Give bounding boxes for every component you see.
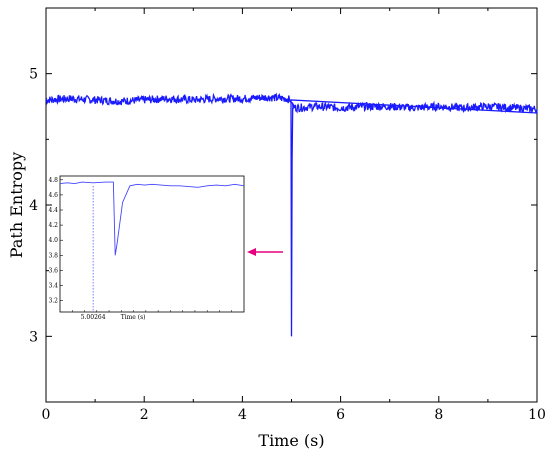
inset-series-line	[59, 181, 245, 256]
series-line	[45, 92, 538, 337]
y-tick-label: 5	[29, 67, 38, 83]
y-tick-label: 4	[29, 198, 38, 214]
inset-y-tick-label: 4.0	[48, 237, 58, 244]
inset-y-tick-label: 3.6	[48, 267, 58, 274]
inset-y-tick-label: 4.8	[48, 177, 58, 184]
x-tick-label: 8	[434, 407, 443, 423]
inset-background	[52, 172, 248, 328]
x-tick-label: 2	[140, 407, 149, 423]
inset-y-tick-label: 3.4	[48, 283, 58, 290]
x-tick-label: 6	[336, 407, 345, 423]
x-axis-title: Time (s)	[258, 431, 324, 450]
inset-x-axis-title: Time (s)	[121, 314, 146, 321]
x-tick-label: 0	[42, 407, 51, 423]
x-tick-label: 10	[528, 407, 546, 423]
inset-y-tick-label: 4.4	[48, 207, 58, 214]
inset-y-tick-label: 4.6	[48, 192, 58, 199]
pointer-arrow-head	[247, 248, 256, 256]
inset-frame	[59, 175, 245, 313]
inset-y-tick-label: 3.8	[48, 252, 58, 259]
inset-x-tick-label: 5.00264	[81, 314, 106, 321]
inset-y-tick-label: 3.2	[48, 298, 58, 305]
main-plot: 0 2 4 6 8 10 3 4 5 Time (s) Path Entropy	[7, 7, 546, 450]
y-axis-title: Path Entropy	[7, 152, 26, 258]
inset-plot: 3.2 3.4 3.6 3.8 4.0 4.2 4.4 4.6 4.8 5.00264 Time (…	[48, 172, 283, 328]
y-tick-label: 3	[29, 329, 38, 345]
inset-y-tick-label: 4.2	[48, 222, 58, 229]
x-tick-label: 4	[238, 407, 247, 423]
